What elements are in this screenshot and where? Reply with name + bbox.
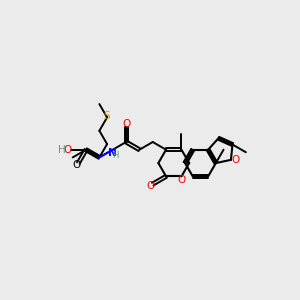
Text: O: O [63,145,72,155]
Text: H: H [58,145,66,155]
Text: O: O [122,118,130,128]
Text: O: O [146,181,154,190]
Text: H: H [112,151,118,160]
Text: O: O [231,155,240,165]
Text: S: S [104,111,110,121]
Text: N: N [108,148,116,158]
Polygon shape [98,150,113,159]
Text: O: O [177,175,186,185]
Text: O: O [72,160,80,170]
